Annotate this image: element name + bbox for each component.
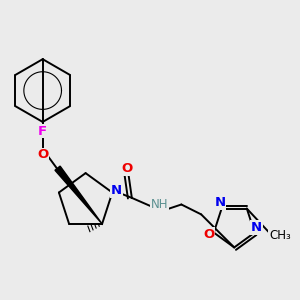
Text: CH₃: CH₃	[269, 230, 291, 242]
Polygon shape	[55, 166, 102, 224]
Text: N: N	[214, 196, 226, 209]
Text: N: N	[111, 184, 122, 197]
Text: O: O	[37, 148, 48, 161]
Text: O: O	[121, 162, 133, 175]
Text: NH: NH	[151, 198, 169, 211]
Text: N: N	[251, 221, 262, 234]
Text: F: F	[38, 125, 47, 138]
Text: O: O	[203, 228, 214, 241]
